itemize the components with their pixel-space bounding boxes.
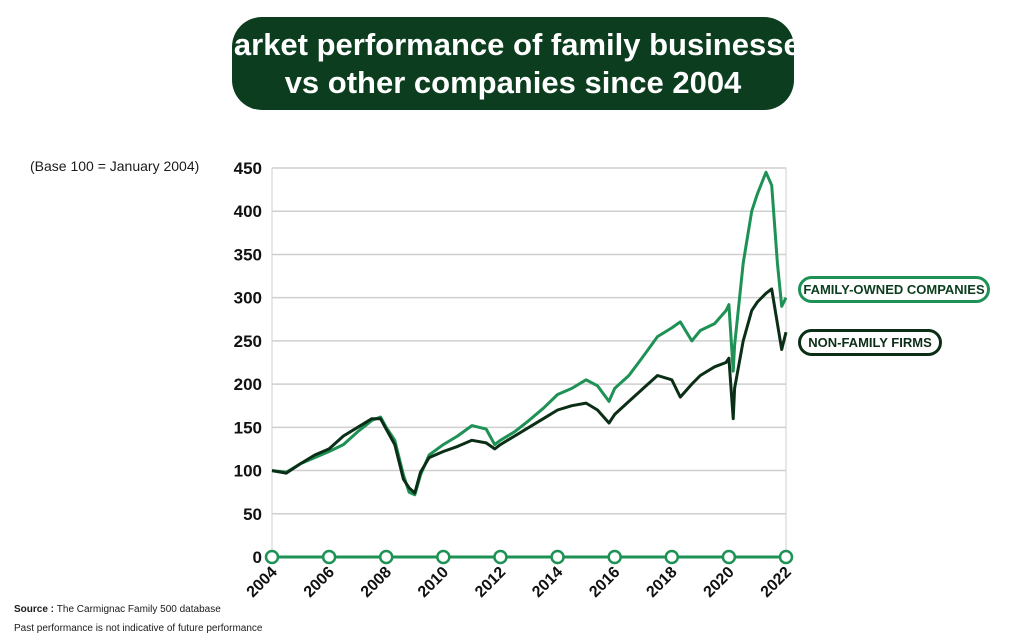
footer-source-text: The Carmignac Family 500 database — [56, 604, 221, 615]
x-tick-marker-2018 — [664, 549, 680, 565]
y-tick-label-350: 350 — [234, 245, 262, 264]
x-tick-marker-2004 — [264, 549, 280, 565]
footer-source: Source : The Carmignac Family 500 databa… — [14, 604, 221, 615]
x-tick-marker-2012 — [493, 549, 508, 565]
x-tick-label-2020: 2020 — [701, 564, 738, 601]
y-tick-label-300: 300 — [234, 289, 262, 308]
y-tick-label-50: 50 — [243, 505, 262, 524]
footer-disclaimer: Past performance is not indicative of fu… — [14, 623, 263, 634]
legend-non-family: NON-FAMILY FIRMS — [798, 329, 942, 356]
x-tick-marker-2014 — [550, 549, 565, 565]
y-tick-label-100: 100 — [234, 462, 262, 481]
series-line-non-family — [271, 287, 788, 495]
y-tick-label-400: 400 — [234, 202, 262, 221]
x-tick-marker-2006 — [321, 549, 337, 565]
y-tick-label-200: 200 — [234, 375, 262, 394]
x-tick-marker-2010 — [436, 549, 451, 565]
x-tick-label-2004: 2004 — [244, 564, 281, 601]
y-tick-label-150: 150 — [234, 418, 262, 437]
x-tick-marker-2016 — [607, 549, 622, 565]
footer-source-label: Source : — [14, 604, 57, 615]
x-tick-label-2008: 2008 — [358, 564, 395, 601]
x-tick-marker-2008 — [378, 549, 394, 565]
base-note: (Base 100 = January 2004) — [30, 158, 200, 174]
x-tick-label-2012: 2012 — [472, 564, 509, 601]
x-tick-marker-2020 — [721, 549, 737, 565]
x-tick-label-2006: 2006 — [301, 564, 338, 601]
legend-family-owned: FAMILY-OWNED COMPANIES — [798, 276, 990, 303]
x-tick-label-2022: 2022 — [758, 564, 795, 601]
x-tick-label-2018: 2018 — [643, 564, 680, 601]
x-tick-label-2010: 2010 — [415, 564, 452, 601]
chart-title-line-2: vs other companies since 2004 — [284, 64, 742, 100]
x-tick-label-2016: 2016 — [586, 564, 623, 601]
chart-title-box: Market performance of family businesses … — [208, 17, 818, 110]
y-tick-label-450: 450 — [234, 159, 262, 178]
chart-title-line-1: Market performance of family businesses — [208, 26, 818, 62]
x-tick-label-2014: 2014 — [529, 564, 566, 601]
x-tick-marker-2022 — [778, 549, 794, 565]
plot-frame — [271, 167, 787, 558]
y-tick-label-0: 0 — [253, 548, 262, 567]
y-tick-label-250: 250 — [234, 332, 262, 351]
series-line-family-owned — [271, 170, 788, 497]
